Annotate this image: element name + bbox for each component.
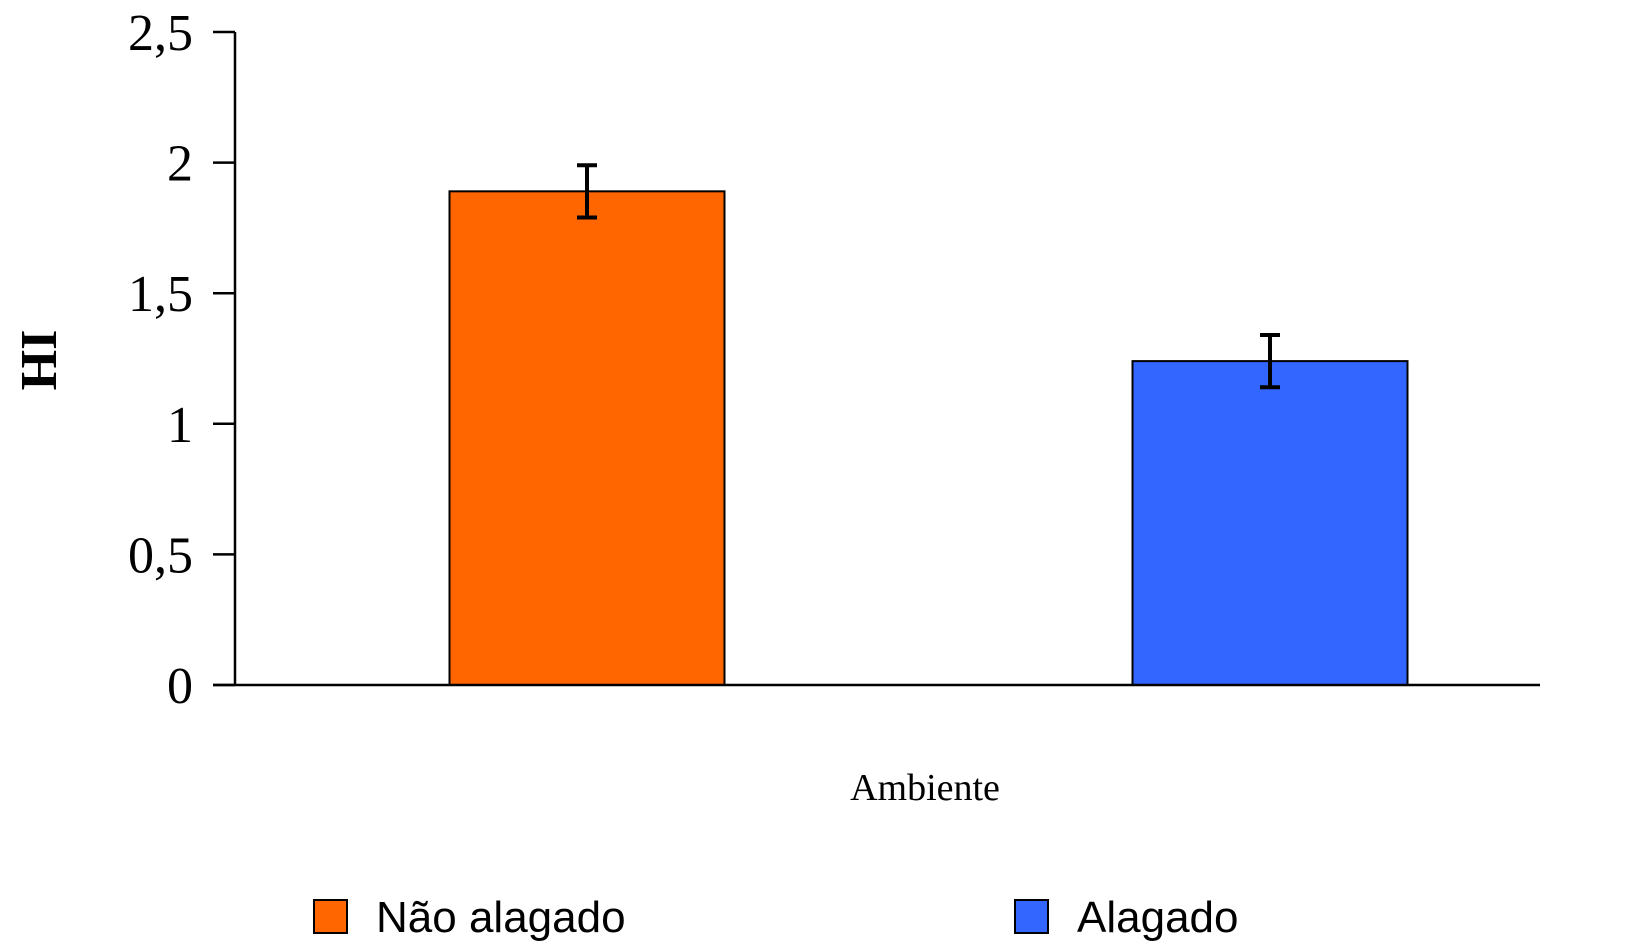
legend-label-alagado: Alagado — [1077, 893, 1238, 942]
y-tick-label: 0,5 — [128, 527, 193, 584]
error-bars — [577, 163, 1280, 390]
legend-label-nao-alagado: Não alagado — [376, 893, 626, 942]
y-axis-ticks: 0 0,5 1 1,5 2 2,5 — [128, 5, 235, 715]
x-axis-label: Ambiente — [850, 767, 1000, 809]
y-tick-label: 1 — [167, 397, 193, 454]
y-tick-label: 1,5 — [128, 266, 193, 323]
legend-swatch-nao-alagado — [313, 899, 348, 934]
y-tick-label: 0 — [167, 658, 193, 715]
y-tick-label: 2,5 — [128, 5, 193, 62]
legend-swatch-alagado — [1014, 899, 1049, 934]
bars — [448, 190, 1409, 686]
y-axis-label: IH — [10, 330, 67, 391]
bar-nao-alagado — [448, 190, 726, 686]
legend: Não alagado Alagado — [313, 893, 1238, 942]
y-tick-label: 2 — [167, 136, 193, 193]
bar-alagado — [1131, 360, 1409, 686]
